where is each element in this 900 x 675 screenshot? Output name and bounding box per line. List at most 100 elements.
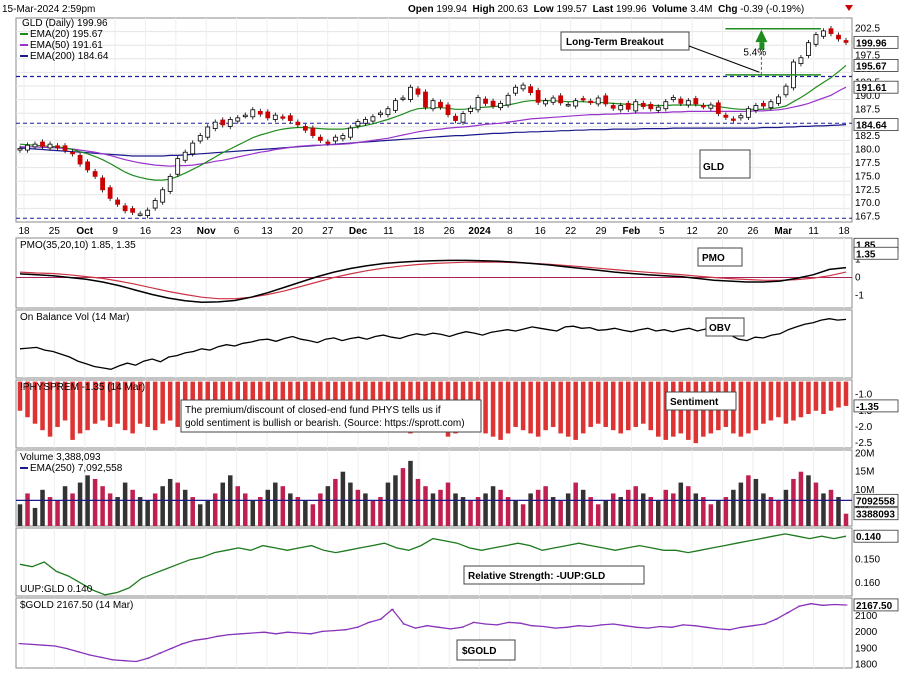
x-axis-label: 11: [808, 226, 819, 237]
gold-label-box: [456, 639, 516, 661]
volume-bar: [520, 504, 526, 526]
volume-bar: [243, 493, 248, 526]
chart-date: 15-Mar-2024 2:59pm: [2, 4, 96, 15]
candle: [227, 119, 233, 127]
volume-bar: [92, 478, 98, 526]
volume-bar: [205, 500, 210, 526]
pmo-label-box: [697, 247, 743, 267]
volume-bar: [160, 486, 165, 526]
volume-bar: [152, 493, 158, 526]
sentiment-bar: [836, 381, 841, 408]
volume-y-tick: 20M: [855, 449, 874, 460]
candle: [302, 126, 308, 131]
sentiment-bar: [70, 381, 75, 440]
candle: [160, 189, 166, 203]
sentiment-bar: [167, 381, 173, 421]
price-tag-ema50: 191.61: [856, 83, 887, 94]
high-label: High: [472, 4, 495, 15]
candle: [738, 115, 744, 119]
price-y-tick: 190.0: [855, 91, 880, 102]
candle: [355, 121, 361, 127]
pmo-title: PMO(35,20,10) 1.85, 1.35: [20, 240, 136, 251]
candle: [648, 104, 654, 110]
long-term-breakout-box: [560, 31, 690, 51]
sentiment-bar: [686, 381, 691, 440]
candle: [700, 105, 706, 108]
price-y-tick: 175.0: [855, 171, 880, 182]
candle: [453, 115, 458, 121]
candle: [317, 136, 323, 141]
volume-bar: [768, 497, 774, 526]
sentiment-bar: [610, 381, 616, 431]
gold-line: [19, 603, 847, 663]
volume-bar: [468, 500, 473, 526]
x-axis-label: 12: [687, 226, 699, 237]
pmo-label: PMO: [702, 253, 725, 264]
sentiment-bar: [663, 381, 669, 440]
breakout-arrow-shaft: [759, 42, 765, 50]
volume-bar: [663, 489, 669, 526]
sentiment-bar: [783, 381, 789, 424]
candle: [475, 97, 481, 111]
candle: [640, 102, 646, 107]
x-axis-label: 23: [170, 226, 182, 237]
x-axis-label: 9: [112, 226, 118, 237]
volume-bar: [423, 486, 428, 526]
down-flag-icon: [845, 5, 853, 11]
sentiment-bar: [535, 381, 541, 437]
candle: [152, 200, 158, 209]
sentiment-note-line2: gold sentiment is bullish or bearish. (S…: [185, 418, 465, 429]
candle: [745, 108, 751, 118]
pmo-y-tick: 1: [855, 255, 861, 266]
sentiment-bar: [122, 381, 128, 431]
volume-title: Volume 3,388,093: [20, 452, 101, 463]
sentiment-bar: [370, 381, 376, 414]
x-axis-label: 16: [140, 226, 152, 237]
sentiment-bar: [17, 381, 23, 411]
volume-bar: [723, 497, 729, 526]
candle: [92, 171, 98, 177]
sentiment-bar: [85, 381, 90, 431]
sentiment-bar: [595, 381, 601, 424]
candle: [47, 143, 53, 149]
pmo-signal-tag: 1.35: [856, 249, 876, 260]
candle: [505, 94, 511, 106]
sentiment-bar: [55, 381, 60, 427]
candle: [393, 100, 398, 111]
candle: [550, 97, 556, 103]
relative-strength-label-box: [463, 565, 645, 585]
high-value: 200.63: [497, 4, 529, 15]
x-axis-label: 20: [292, 226, 304, 237]
volume-bar: [580, 489, 586, 526]
price-y-tick: 177.5: [855, 158, 880, 169]
gold-y-tick: 2100: [855, 611, 878, 622]
candle: [242, 114, 248, 118]
volume-bar: [182, 489, 188, 526]
volume-bar: [513, 500, 518, 526]
long-term-breakout-label: Long-Term Breakout: [566, 37, 664, 48]
volume-bar: [137, 497, 143, 526]
price-y-tick: 202.5: [855, 24, 880, 35]
candle: [520, 84, 526, 90]
sentiment-bar: [385, 381, 391, 418]
sentiment-bar: [550, 381, 556, 427]
candle: [693, 98, 699, 105]
price-y-tick: 167.5: [855, 212, 880, 223]
volume-bar: [453, 493, 458, 526]
x-axis-label: 27: [322, 226, 334, 237]
candle: [543, 100, 549, 105]
candle: [573, 100, 579, 107]
sentiment-bar: [746, 381, 751, 434]
candle: [580, 98, 586, 101]
sentiment-bar: [656, 381, 661, 437]
volume-bar: [145, 500, 150, 526]
volume-bar: [220, 482, 226, 526]
gold-y-tick: 2000: [855, 627, 878, 638]
volume-bar: [438, 489, 443, 526]
volume-bar: [505, 497, 511, 526]
sentiment-bar: [543, 381, 548, 431]
x-axis-label: 18: [838, 226, 850, 237]
sentiment-bar: [107, 381, 113, 427]
candle: [62, 145, 68, 151]
candle: [25, 144, 30, 151]
